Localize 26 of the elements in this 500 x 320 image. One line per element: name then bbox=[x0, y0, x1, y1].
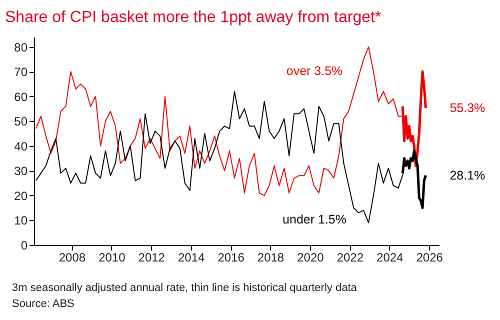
x-tick-label: 2018 bbox=[257, 250, 284, 264]
annotation: 28.1% bbox=[450, 168, 486, 182]
y-tick-label: 10 bbox=[14, 214, 28, 228]
x-tick-label: 2026 bbox=[416, 250, 444, 264]
y-tick-label: 80 bbox=[14, 40, 28, 54]
y-tick-label: 20 bbox=[14, 188, 28, 203]
y-tick-label: 0 bbox=[20, 238, 28, 252]
y-tick-label: 30 bbox=[14, 164, 28, 178]
y-tick-label: 70 bbox=[14, 65, 28, 80]
annotation: 55.3% bbox=[450, 101, 486, 116]
x-tick-label: 2020 bbox=[297, 250, 324, 264]
x-tick-label: 2016 bbox=[218, 250, 245, 264]
text: 3m seasonally adjusted annual rate, thin line is historical quarterly data bbox=[12, 281, 358, 296]
y-tick-label: 40 bbox=[14, 139, 28, 154]
x-tick-label: 2022 bbox=[336, 250, 364, 264]
chart-title: Share of CPI basket more the 1ppt away from target* bbox=[5, 9, 382, 26]
x-tick-label: 2024 bbox=[376, 250, 404, 264]
y-tick-label: 50 bbox=[14, 114, 28, 129]
series-label: over 3.5% bbox=[286, 64, 343, 78]
x-tick-label: 2010 bbox=[98, 250, 126, 264]
x-tick-label: 2008 bbox=[58, 250, 86, 264]
series-label: under 1.5% bbox=[282, 212, 346, 227]
x-tick-label: 2014 bbox=[178, 250, 206, 264]
x-tick-label: 2012 bbox=[138, 250, 166, 264]
source-note: Source: ABS bbox=[12, 297, 76, 312]
y-tick-label: 60 bbox=[14, 90, 28, 104]
